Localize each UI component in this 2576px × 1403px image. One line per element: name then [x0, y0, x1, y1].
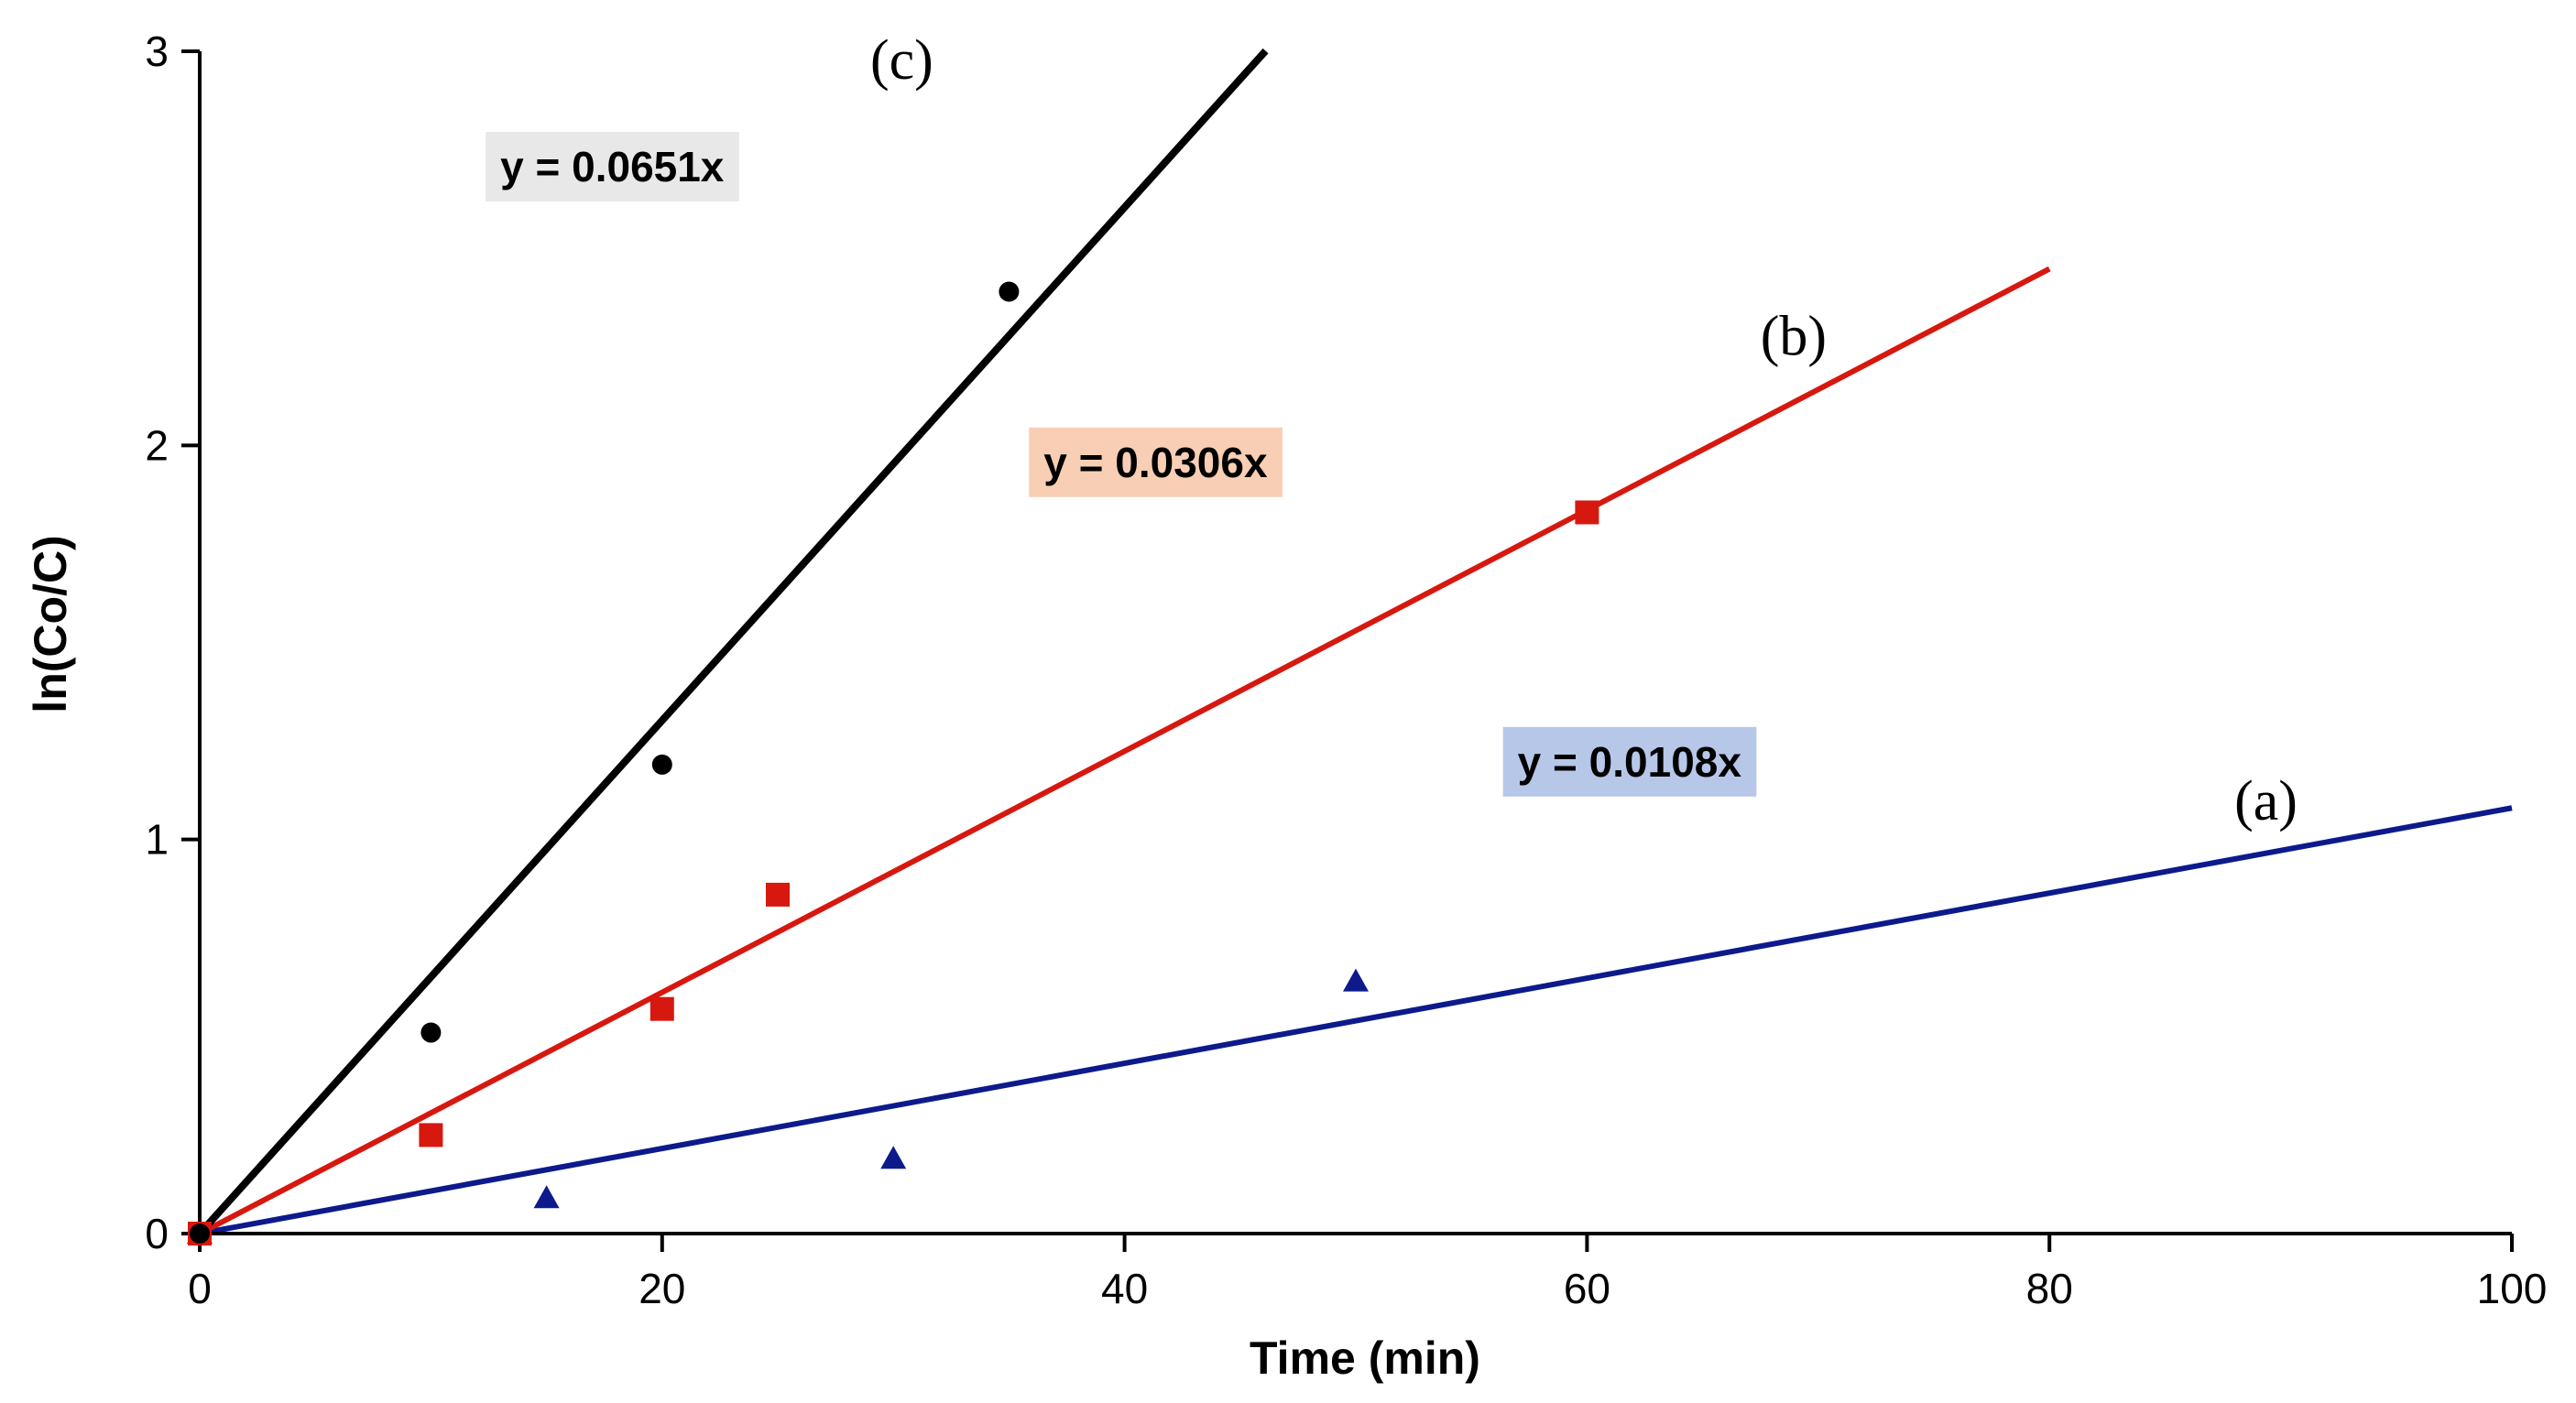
point-a: [533, 1185, 560, 1209]
curve-label-c: (c): [870, 29, 933, 92]
point-b: [649, 996, 674, 1021]
data-points: [187, 281, 1599, 1245]
equation-a: y = 0.0108x: [1518, 738, 1742, 786]
equation-box-b: [1029, 427, 1283, 497]
trendline-c: [197, 48, 1269, 1236]
y-tick-label: 1: [145, 816, 169, 864]
point-a: [880, 1146, 907, 1169]
y-tick-label: 2: [145, 421, 169, 469]
point-b: [766, 882, 790, 907]
axis-titles: Time (min) ln(Co/C): [25, 535, 1480, 1384]
equation-box-a: [1502, 726, 1757, 797]
point-c: [999, 281, 1020, 302]
point-a: [1343, 968, 1369, 992]
trendline-b: [198, 266, 2051, 1236]
equation-c: y = 0.0651x: [500, 143, 725, 190]
x-tick-label: 20: [639, 1265, 685, 1312]
y-tick-label: 0: [145, 1210, 169, 1257]
x-tick-label: 0: [188, 1265, 212, 1312]
x-tick-label: 60: [1564, 1265, 1610, 1312]
trendline-a: [199, 805, 2513, 1236]
equation-b: y = 0.0306x: [1043, 439, 1268, 486]
curve-label-b: (b): [1761, 305, 1827, 367]
annotations: y = 0.0651x y = 0.0306x y = 0.0108x (c) (b) (…: [486, 29, 2298, 832]
trendlines: [197, 48, 2513, 1236]
x-tick-label: 80: [2026, 1265, 2073, 1312]
point-b: [419, 1123, 443, 1147]
point-c: [190, 1224, 210, 1244]
equation-box-c: [486, 132, 739, 202]
x-tick-label: 40: [1101, 1265, 1148, 1312]
curve-label-a: (a): [2234, 770, 2298, 832]
point-c: [651, 754, 672, 775]
axes: 0 1 2 3 0 20 40 60 80 100: [145, 27, 2547, 1312]
x-axis-title: Time (min): [1250, 1332, 1480, 1384]
y-axis-title: ln(Co/C): [25, 535, 76, 712]
point-b: [1575, 500, 1599, 525]
point-c: [420, 1022, 442, 1043]
x-tick-label: 100: [2477, 1265, 2548, 1312]
y-tick-label: 3: [145, 27, 169, 75]
